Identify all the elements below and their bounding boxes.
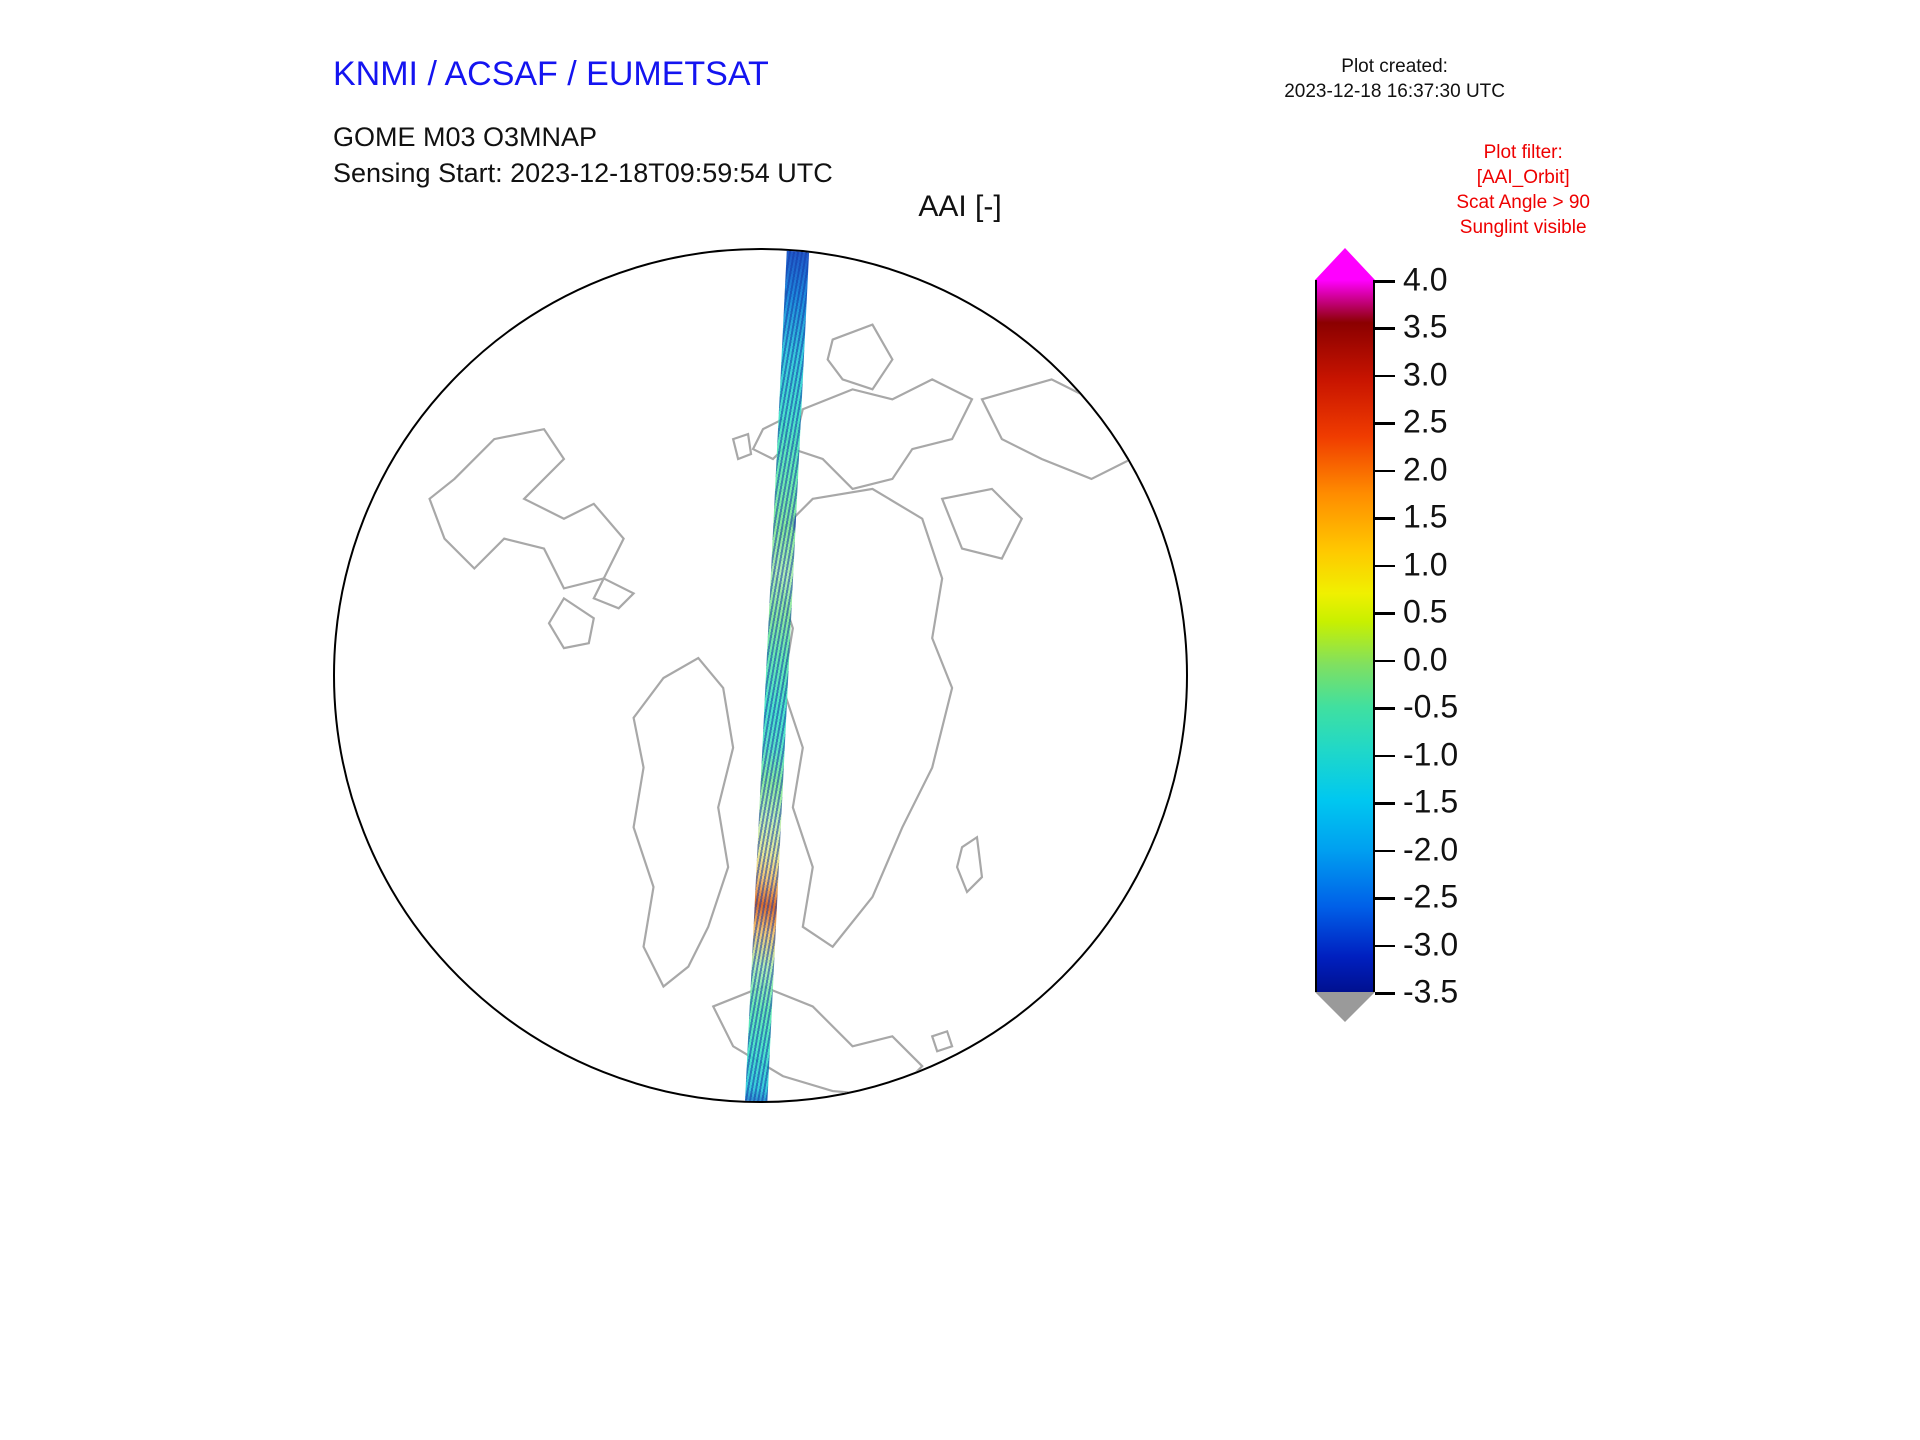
colorbar-tick-mark--3.5 xyxy=(1375,992,1395,995)
globe-circle-frame xyxy=(333,248,1188,1103)
colorbar-tick-mark-0.5 xyxy=(1375,612,1395,615)
colorbar-tick-label--1: -1.0 xyxy=(1403,736,1458,773)
colorbar-tick-label-4: 4.0 xyxy=(1403,262,1447,299)
plot-filter-line-3: Sunglint visible xyxy=(1456,215,1590,240)
colorbar-tick-label--2: -2.0 xyxy=(1403,831,1458,868)
colorbar-tick-label--2.5: -2.5 xyxy=(1403,879,1458,916)
plot-created-label: Plot created: xyxy=(1284,55,1505,80)
colorbar-tick-mark--2 xyxy=(1375,850,1395,853)
colorbar-tick-mark--3 xyxy=(1375,945,1395,948)
colorbar-tick-mark-3 xyxy=(1375,375,1395,378)
colorbar-tick-mark-3.5 xyxy=(1375,327,1395,330)
colorbar-tick-label-2.5: 2.5 xyxy=(1403,404,1447,441)
colorbar-tick-mark-1 xyxy=(1375,565,1395,568)
plot-filter-line-1: [AAI_Orbit] xyxy=(1456,165,1590,190)
colorbar-tick-label--3: -3.0 xyxy=(1403,926,1458,963)
colorbar-tick-mark--1 xyxy=(1375,755,1395,758)
continent-paths xyxy=(430,325,1186,1096)
plot-created-block: Plot created: 2023-12-18 16:37:30 UTC xyxy=(1284,55,1505,104)
colorbar-tick-label--0.5: -0.5 xyxy=(1403,689,1458,726)
colorbar-tick-label--1.5: -1.5 xyxy=(1403,784,1458,821)
plot-filter-line-2: Scat Angle > 90 xyxy=(1456,190,1590,215)
colorbar-tick-label-1: 1.0 xyxy=(1403,546,1447,583)
header-left-block: KNMI / ACSAF / EUMETSAT GOME M03 O3MNAP … xyxy=(333,55,833,191)
colorbar-ticks: 4.0 3.5 3.0 2.5 2.0 1.5 1.0 0.5 0.0 -0.5 -1.0 -1.5-… xyxy=(1295,280,1390,992)
colorbar-tick-label-1.5: 1.5 xyxy=(1403,499,1447,536)
colorbar-tick-mark--2.5 xyxy=(1375,897,1395,900)
colorbar-tick-mark--1.5 xyxy=(1375,802,1395,805)
colorbar-top-arrow xyxy=(1315,248,1375,280)
colorbar-tick-label-0.5: 0.5 xyxy=(1403,594,1447,631)
plot-created-timestamp: 2023-12-18 16:37:30 UTC xyxy=(1284,80,1505,105)
product-info: GOME M03 O3MNAP Sensing Start: 2023-12-1… xyxy=(333,120,833,191)
colorbar-tick-mark-2.5 xyxy=(1375,422,1395,425)
colorbar-tick-label-2: 2.0 xyxy=(1403,451,1447,488)
plot-filter-block: Plot filter: [AAI_Orbit] Scat Angle > 90… xyxy=(1456,140,1590,240)
colorbar-tick-mark-4 xyxy=(1375,280,1395,283)
plot-title: AAI [-] xyxy=(0,190,1920,224)
colorbar-tick-mark-0 xyxy=(1375,660,1395,663)
agency-title: KNMI / ACSAF / EUMETSAT xyxy=(333,55,833,94)
colorbar-bottom-arrow xyxy=(1315,992,1375,1022)
colorbar-tick-mark--0.5 xyxy=(1375,707,1395,710)
colorbar-tick-mark-1.5 xyxy=(1375,517,1395,520)
colorbar-tick-label--3.5: -3.5 xyxy=(1403,974,1458,1011)
colorbar[interactable]: 4.0 3.5 3.0 2.5 2.0 1.5 1.0 0.5 0.0 -0.5 -1.0 -1.5-… xyxy=(1295,248,1390,1048)
colorbar-tick-label-3: 3.0 xyxy=(1403,356,1447,393)
sensing-start-line: Sensing Start: 2023-12-18T09:59:54 UTC xyxy=(333,156,833,192)
colorbar-tick-mark-2 xyxy=(1375,470,1395,473)
colorbar-tick-label-0: 0.0 xyxy=(1403,641,1447,678)
product-name-line: GOME M03 O3MNAP xyxy=(333,120,833,156)
colorbar-tick-label-3.5: 3.5 xyxy=(1403,309,1447,346)
plot-filter-line-0: Plot filter: xyxy=(1456,140,1590,165)
globe-map xyxy=(333,248,1188,1103)
